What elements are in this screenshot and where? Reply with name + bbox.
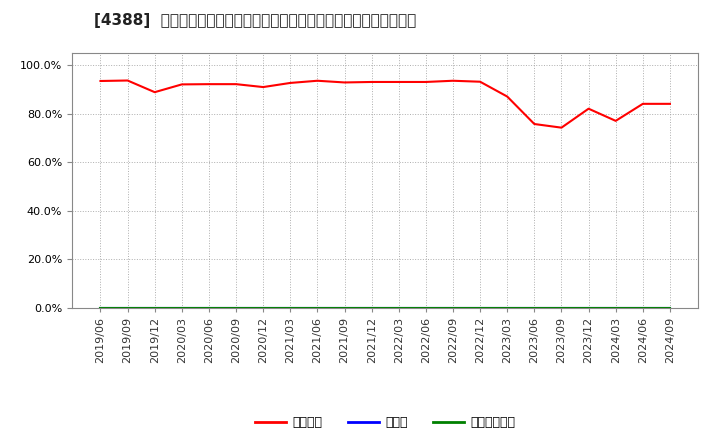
のれん bbox=[313, 305, 322, 311]
繰延税金資産 bbox=[395, 305, 403, 311]
のれん bbox=[557, 305, 566, 311]
のれん bbox=[367, 305, 376, 311]
繰延税金資産 bbox=[665, 305, 674, 311]
のれん bbox=[476, 305, 485, 311]
自己資本 bbox=[286, 80, 294, 85]
のれん bbox=[503, 305, 511, 311]
繰延税金資産 bbox=[178, 305, 186, 311]
のれん bbox=[96, 305, 105, 311]
自己資本 bbox=[611, 118, 620, 124]
のれん bbox=[421, 305, 430, 311]
のれん bbox=[150, 305, 159, 311]
自己資本 bbox=[232, 81, 240, 87]
自己資本 bbox=[395, 79, 403, 84]
のれん bbox=[530, 305, 539, 311]
繰延税金資産 bbox=[639, 305, 647, 311]
自己資本 bbox=[557, 125, 566, 130]
のれん bbox=[286, 305, 294, 311]
のれん bbox=[611, 305, 620, 311]
のれん bbox=[665, 305, 674, 311]
自己資本 bbox=[665, 101, 674, 106]
繰延税金資産 bbox=[503, 305, 511, 311]
自己資本 bbox=[259, 84, 268, 90]
繰延税金資産 bbox=[530, 305, 539, 311]
繰延税金資産 bbox=[313, 305, 322, 311]
自己資本 bbox=[96, 78, 105, 84]
繰延税金資産 bbox=[286, 305, 294, 311]
Legend: 自己資本, のれん, 繰延税金資産: 自己資本, のれん, 繰延税金資産 bbox=[251, 411, 521, 434]
繰延税金資産 bbox=[232, 305, 240, 311]
自己資本 bbox=[421, 79, 430, 84]
のれん bbox=[123, 305, 132, 311]
繰延税金資産 bbox=[204, 305, 213, 311]
繰延税金資産 bbox=[341, 305, 349, 311]
繰延税金資産 bbox=[476, 305, 485, 311]
のれん bbox=[204, 305, 213, 311]
繰延税金資産 bbox=[421, 305, 430, 311]
自己資本 bbox=[313, 78, 322, 84]
繰延税金資産 bbox=[96, 305, 105, 311]
自己資本 bbox=[503, 94, 511, 99]
自己資本 bbox=[123, 78, 132, 83]
繰延税金資産 bbox=[611, 305, 620, 311]
のれん bbox=[341, 305, 349, 311]
自己資本 bbox=[178, 82, 186, 87]
のれん bbox=[584, 305, 593, 311]
のれん bbox=[178, 305, 186, 311]
自己資本 bbox=[584, 106, 593, 111]
のれん bbox=[639, 305, 647, 311]
自己資本 bbox=[150, 89, 159, 95]
自己資本 bbox=[367, 79, 376, 84]
繰延税金資産 bbox=[259, 305, 268, 311]
繰延税金資産 bbox=[449, 305, 457, 311]
のれん bbox=[449, 305, 457, 311]
自己資本 bbox=[476, 79, 485, 84]
自己資本 bbox=[449, 78, 457, 84]
Text: [4388]  自己資本、のれん、繰延税金資産の総資産に対する比率の推移: [4388] 自己資本、のれん、繰延税金資産の総資産に対する比率の推移 bbox=[94, 13, 416, 28]
のれん bbox=[395, 305, 403, 311]
自己資本 bbox=[639, 101, 647, 106]
繰延税金資産 bbox=[150, 305, 159, 311]
自己資本 bbox=[341, 80, 349, 85]
自己資本 bbox=[530, 121, 539, 127]
繰延税金資産 bbox=[584, 305, 593, 311]
繰延税金資産 bbox=[557, 305, 566, 311]
のれん bbox=[232, 305, 240, 311]
繰延税金資産 bbox=[367, 305, 376, 311]
自己資本 bbox=[204, 81, 213, 87]
のれん bbox=[259, 305, 268, 311]
繰延税金資産 bbox=[123, 305, 132, 311]
Line: 自己資本: 自己資本 bbox=[101, 81, 670, 128]
